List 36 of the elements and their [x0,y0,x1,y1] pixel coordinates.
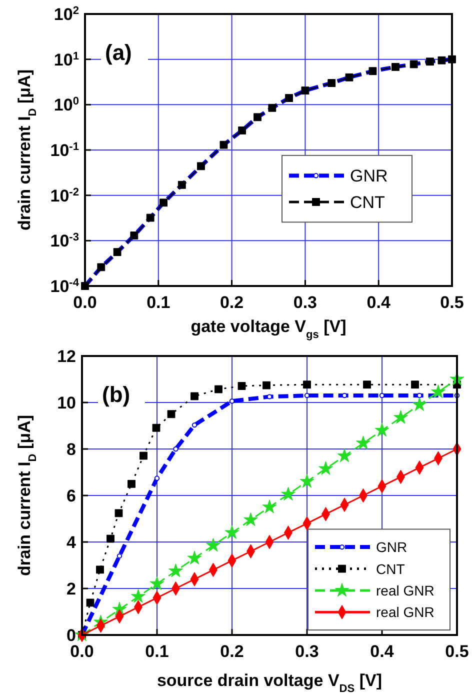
legend-label: real GNR [376,582,434,598]
x-tick-label: 0.5 [440,293,464,312]
x-tick-label: 0.0 [73,293,97,312]
x-tick-label: 0.2 [220,293,244,312]
x-tick-label: 0.3 [293,293,318,312]
y-tick-label: 12 [57,347,76,366]
legend-label: CNT [350,193,385,212]
x-tick-label: 0.1 [145,642,169,661]
y-tick-label: 10$^{0}$ [54,96,79,115]
y-tick-label: 8 [66,440,76,459]
x-tick-label: 0.2 [220,642,244,661]
x-tick-label: 0.5 [445,642,469,661]
x-axis-title: gate voltage V$_{gs}$ [V] [190,317,346,341]
x-tick-label: 0.1 [146,293,170,312]
y-tick-label: 10$^{-3}$ [50,232,79,251]
y-tick-label: 10$^{-4}$ [50,277,80,296]
legend-label: GNR [376,539,408,556]
legend-label: GNR [350,166,388,186]
x-tick-label: 0.3 [295,642,319,661]
x-tick-label: 0.4 [366,293,391,312]
y-tick-label: 10 [57,394,76,412]
y-tick-label: 10$^{1}$ [54,50,79,70]
y-tick-label: 4 [66,533,77,552]
y-tick-label: 10$^{-2}$ [50,186,79,206]
legend-label: CNT [376,560,406,577]
y-tick-label: 0 [66,626,76,645]
y-tick-label: 6 [66,486,76,506]
x-tick-label: 0.4 [370,642,394,661]
x-axis-title: source drain voltage V$_{DS}$ [V] [156,671,382,694]
y-tick-label: 10$^{-1}$ [50,141,79,160]
y-tick-label: 10$^{2}$ [54,5,79,24]
legend-label: real GNR [376,604,434,620]
x-tick-label: 0.0 [70,642,94,661]
annotation: (a) [105,40,132,65]
annotation: (b) [102,382,130,407]
y-tick-label: 2 [66,580,76,598]
